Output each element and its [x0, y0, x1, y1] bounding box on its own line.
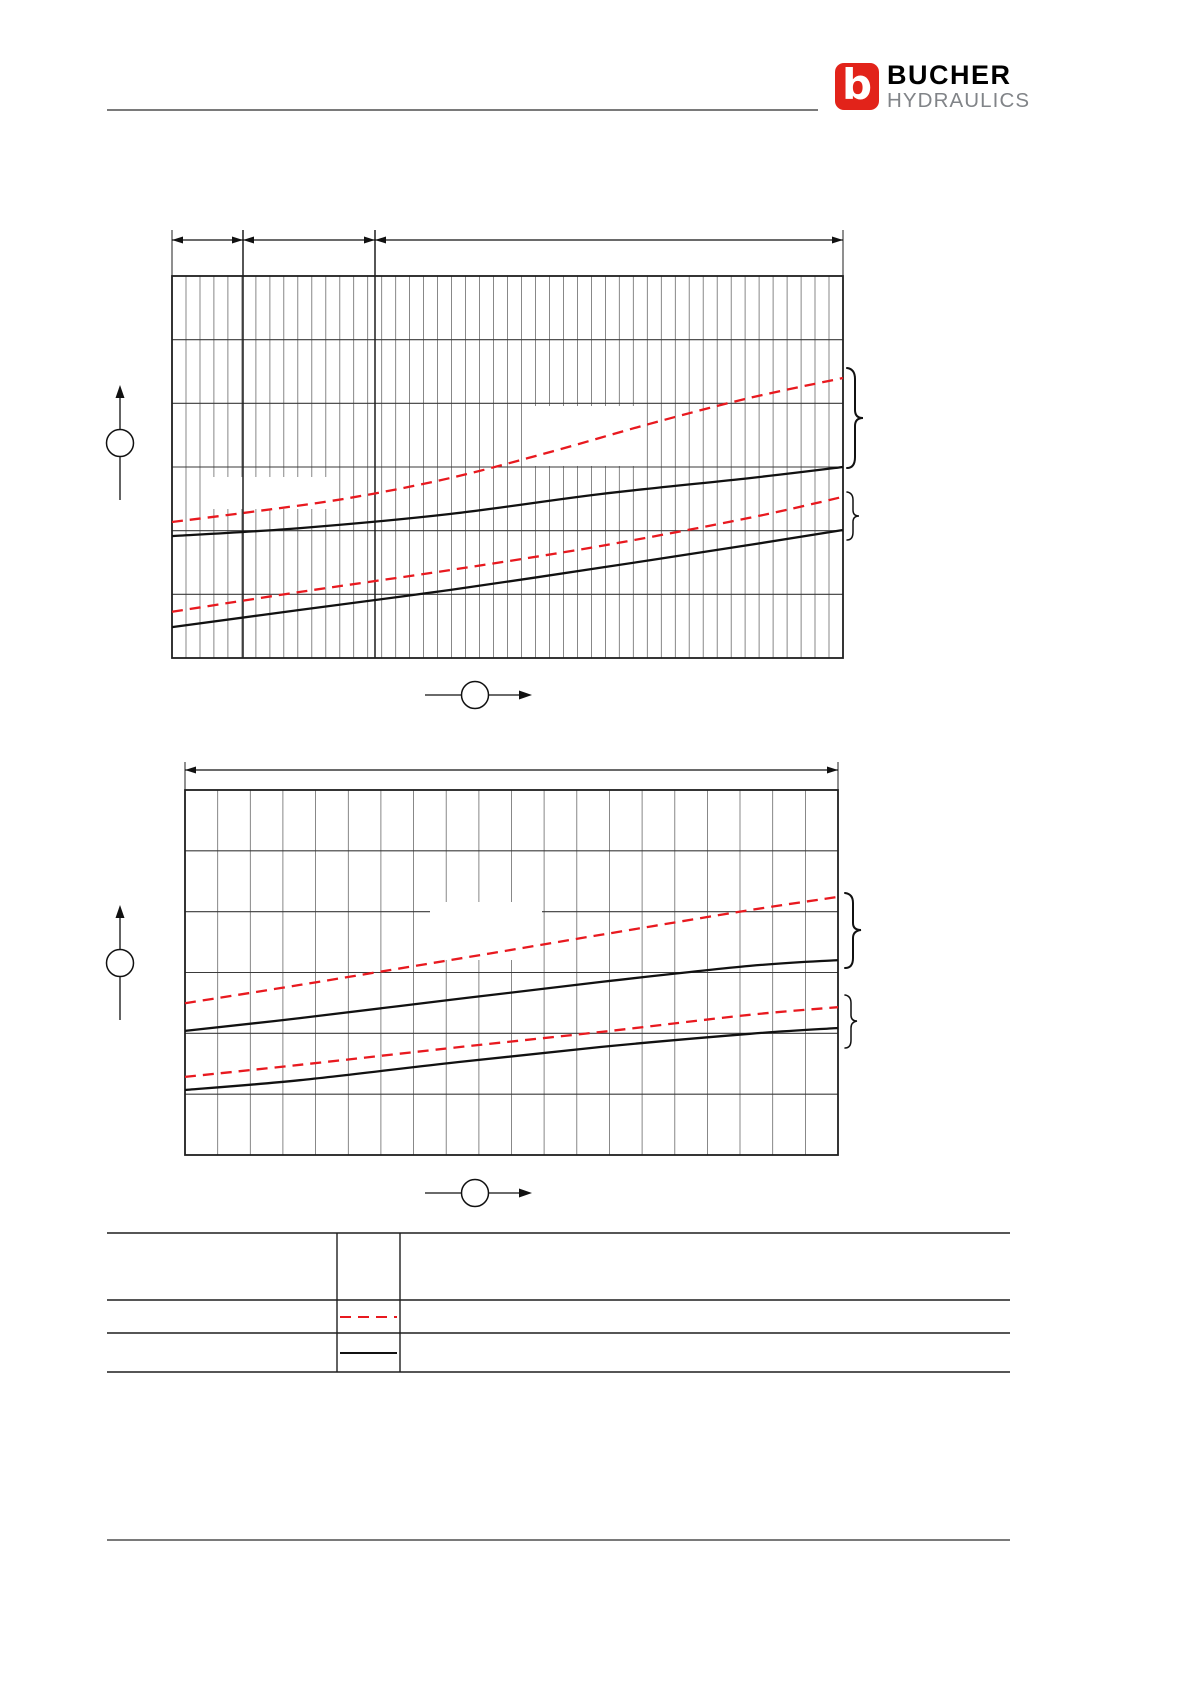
brace-upper-pair — [846, 367, 864, 469]
curve-lower-solid — [184, 1026, 839, 1092]
brand-logo-text: BUCHER HYDRAULICS — [887, 60, 1031, 112]
chart-2 — [105, 762, 862, 1208]
brand-logo: b BUCHER HYDRAULICS — [835, 60, 1031, 112]
dimension-arrows — [185, 766, 838, 774]
chart1-curves — [171, 376, 844, 629]
label-mask — [202, 477, 332, 509]
chart1-grid — [171, 275, 844, 659]
brand-name: BUCHER — [887, 60, 1012, 90]
label-mask — [430, 902, 542, 960]
y-axis-symbol — [105, 905, 135, 1020]
legend-table — [107, 1232, 1010, 1373]
brand-subtitle: HYDRAULICS — [887, 88, 1031, 112]
curve-upper-dashed — [184, 895, 839, 1005]
brace-upper-pair — [844, 892, 862, 969]
y-axis-symbol — [105, 385, 135, 500]
axis-variable-circle — [460, 1178, 490, 1208]
x-axis-symbol — [425, 1178, 532, 1208]
arrow-up-icon — [115, 385, 125, 398]
curve-upper-solid — [171, 465, 844, 538]
chart2-grid — [184, 789, 839, 1156]
curve-lower-solid — [171, 528, 844, 629]
curve-lower-dashed — [184, 1006, 839, 1079]
brand-logo-icon: b — [835, 60, 879, 111]
arrow-up-icon — [115, 905, 125, 918]
axis-variable-circle — [460, 680, 490, 710]
arrow-right-icon — [519, 690, 532, 700]
brace-lower-pair — [846, 491, 860, 541]
x-axis-symbol — [425, 680, 532, 710]
curve-upper-dashed — [171, 376, 844, 524]
chart-1 — [105, 230, 864, 710]
chart2-curves — [184, 895, 839, 1092]
label-mask — [533, 406, 639, 466]
brand-logo-letter: b — [841, 60, 873, 110]
axis-variable-circle — [105, 428, 135, 458]
arrow-right-icon — [519, 1188, 532, 1198]
dimension-arrows — [172, 236, 843, 244]
axis-variable-circle — [105, 948, 135, 978]
brace-lower-pair — [844, 994, 858, 1049]
curve-upper-solid — [184, 958, 839, 1033]
curve-lower-dashed — [171, 495, 844, 613]
